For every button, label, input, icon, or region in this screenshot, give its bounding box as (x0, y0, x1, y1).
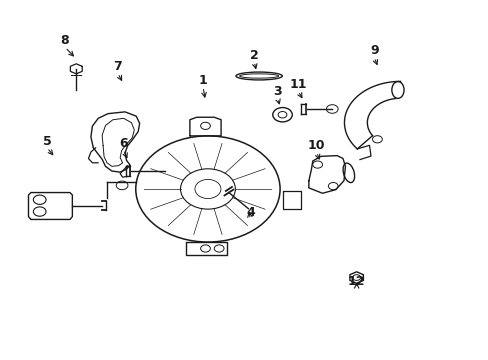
Text: 7: 7 (113, 60, 122, 73)
Text: 5: 5 (42, 135, 51, 148)
Text: 11: 11 (289, 78, 306, 91)
Text: 2: 2 (249, 49, 258, 62)
Text: 10: 10 (307, 139, 325, 152)
Text: 4: 4 (245, 207, 254, 220)
Text: 1: 1 (198, 74, 207, 87)
Text: 9: 9 (369, 44, 378, 57)
Text: 12: 12 (347, 275, 365, 288)
Text: 3: 3 (273, 85, 282, 98)
Text: 6: 6 (119, 136, 128, 149)
Text: 8: 8 (61, 34, 69, 48)
